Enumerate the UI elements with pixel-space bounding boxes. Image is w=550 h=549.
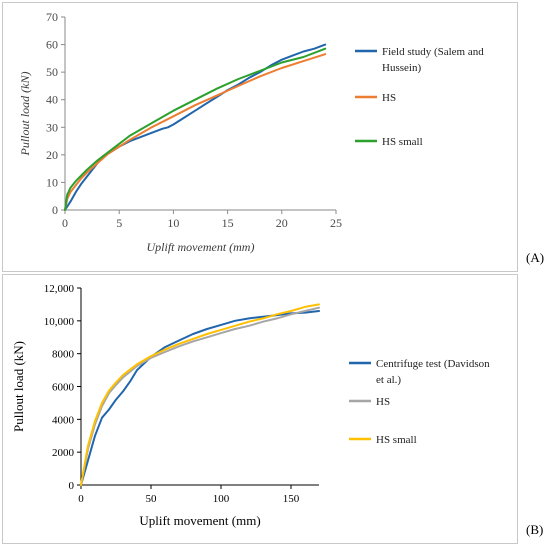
y-tick-label: 60 [46,38,58,52]
x-tick-label: 15 [222,216,234,230]
legend-label: HS [382,92,396,104]
x-axis-label: Uplift movement (mm) [139,513,260,528]
y-axis-label: Pullout load (kN) [11,341,26,432]
y-tick-label: 2000 [52,447,75,459]
y-tick-label: 6000 [52,382,75,394]
chart-b: 0 50 100 150 0 2000 4000 6000 8000 10,000 12,000 Up… [11,283,490,528]
chart-panel-a: 0 5 10 15 20 25 0 10 20 30 40 50 60 70 Uplift movement… [2,2,518,272]
series-line [80,303,320,486]
y-axis-label: Pullout load (kN) [18,72,32,157]
y-tick-label: 50 [46,65,58,79]
y-tick-label: 4000 [52,414,75,426]
x-tick-label: 0 [78,493,84,505]
y-tick-label: 30 [46,120,58,134]
x-tick-label: 100 [213,493,230,505]
legend-label: HS small [376,434,417,446]
y-tick-label: 40 [46,93,58,107]
series-line [64,53,327,211]
x-tick-label: 5 [116,216,122,230]
x-tick-label: 20 [276,216,288,230]
x-axis-label: Uplift movement (mm) [147,240,255,254]
y-tick-label: 0 [52,203,58,217]
series-line [64,43,327,211]
x-tick-label: 150 [283,493,300,505]
panel-label-a: (A) [526,250,545,265]
chart-panel-b: 0 50 100 150 0 2000 4000 6000 8000 10,000 12,000 Up… [2,274,518,544]
y-tick-label: 70 [46,10,58,24]
legend-label: Hussein) [382,62,421,74]
y-tick-label: 0 [69,480,75,492]
y-tick-label: 8000 [52,349,75,361]
y-tick-label: 10,000 [44,316,75,328]
legend-label: HS [376,396,390,408]
y-tick-label: 12,000 [44,283,75,295]
legend-label: HS small [382,136,423,148]
x-tick-label: 10 [167,216,179,230]
panel-label-b: (B) [526,522,544,537]
series-line [64,47,327,211]
legend-label: Centrifuge test (Davidson [376,358,490,370]
x-tick-label: 25 [330,216,342,230]
x-tick-label: 50 [146,493,158,505]
y-tick-label: 10 [46,175,58,189]
series-line [80,306,320,486]
x-tick-label: 0 [62,216,68,230]
legend-label: et al.) [376,374,401,386]
chart-a: 0 5 10 15 20 25 0 10 20 30 40 50 60 70 Uplift movement… [18,10,484,254]
legend-label: Field study (Salem and [382,46,484,58]
y-tick-label: 20 [46,148,58,162]
